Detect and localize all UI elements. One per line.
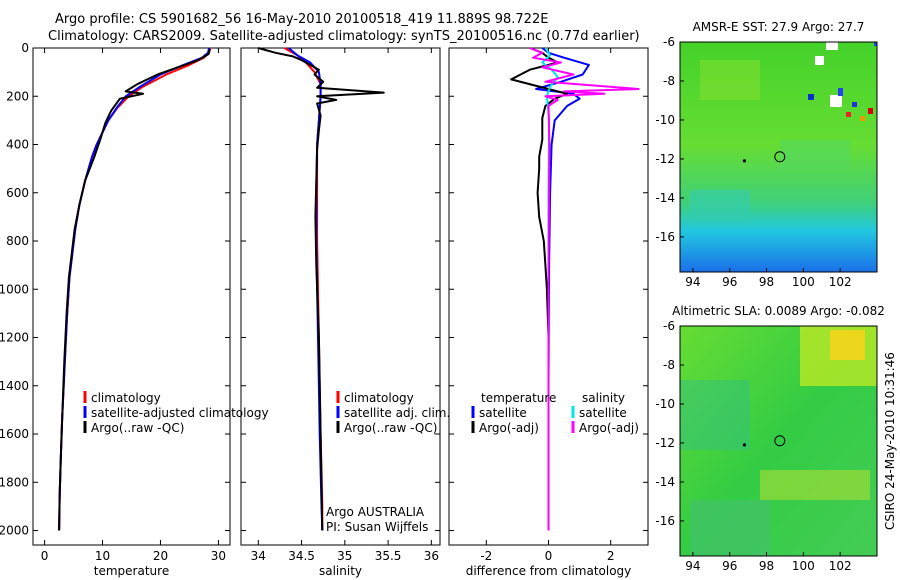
sla-ytick-label: -14 (655, 475, 675, 489)
annotation-label: PI: Susan Wijffels (326, 520, 428, 534)
figure-title-line1: Argo profile: CS 5901682_56 16-May-2010 … (55, 12, 549, 27)
sla-xtick-label: 102 (829, 559, 852, 573)
sst-ytick-label: -12 (655, 152, 675, 166)
legend-label: Argo(..raw -QC) (91, 421, 184, 435)
legend-label: satellite (579, 406, 627, 420)
sst-argo-marker (774, 151, 786, 163)
legend-label: Argo(..raw -QC) (344, 421, 437, 435)
sla-prev-marker (742, 443, 747, 447)
depth-tick-label: 1200 (0, 331, 29, 345)
sla-xtick-label: 96 (722, 559, 737, 573)
sla-ytick-label: -6 (663, 319, 675, 333)
depth-tick-label: 2000 (0, 524, 29, 538)
sst-ytick-label: -6 (663, 35, 675, 49)
temp-series-line (58, 47, 211, 531)
legend-label: satellite adj. clim. (344, 406, 450, 420)
legend-label: Argo(-adj) (579, 421, 639, 435)
sst-heatmap-image (680, 42, 877, 272)
sla-ytick-label: -12 (655, 436, 675, 450)
depth-tick-label: 1800 (0, 475, 29, 489)
diff-xlabel: difference from climatology (466, 564, 632, 578)
legend-label: climatology (91, 391, 161, 405)
sla-argo-marker (774, 435, 786, 447)
diff-series-line (535, 47, 590, 531)
legend-label: satellite (479, 406, 527, 420)
sla-title: Altimetric SLA: 0.0089 Argo: -0.082 (672, 304, 885, 318)
diff-xtick-label: 0 (545, 549, 553, 563)
sst-ytick-label: -14 (655, 191, 675, 205)
side-timestamp-label: CSIRO 24-May-2010 10:31:46 (883, 352, 897, 530)
temp-frame (32, 47, 231, 546)
depth-tick-label: 1400 (0, 379, 29, 393)
sst-ytick-label: -10 (655, 113, 675, 127)
sst-map: AMSR-E SST: 27.9 Argo: 27.7 94 96 98 100 102 -… (655, 20, 878, 289)
temp-series-line (58, 48, 211, 531)
sal-xtick-label: 35 (337, 549, 352, 563)
sla-map: Altimetric SLA: 0.0089 Argo: -0.082 94 96 9… (655, 304, 884, 573)
legend-label: climatology (344, 391, 414, 405)
figure-title-line2: Climatology: CARS2009. Satellite-adjuste… (48, 29, 640, 44)
sst-ytick-label: -8 (663, 74, 675, 88)
depth-tick-label: 600 (6, 186, 29, 200)
sal-series-line (258, 47, 385, 531)
legend-heading: salinity (582, 391, 625, 405)
sst-title: AMSR-E SST: 27.9 Argo: 27.7 (693, 20, 865, 34)
legend-label: satellite-adjusted climatology (91, 406, 269, 420)
sla-xtick-label: 94 (685, 559, 700, 573)
depth-tick-label: 200 (6, 89, 29, 103)
depth-tick-label: 1000 (0, 282, 29, 296)
diff-series-line (510, 47, 569, 531)
sla-ytick-label: -8 (663, 358, 675, 372)
sst-xtick-label: 96 (722, 275, 737, 289)
depth-tick-label: 400 (6, 138, 29, 152)
temp-xtick-label: 0 (41, 549, 49, 563)
sal-xtick-label: 36 (424, 549, 439, 563)
sal-frame (240, 47, 441, 546)
temp-xtick-label: 30 (211, 549, 226, 563)
sal-xtick-label: 34.5 (288, 549, 315, 563)
depth-tick-label: 800 (6, 234, 29, 248)
temp-xlabel: temperature (94, 564, 169, 578)
diff-xtick-label: 2 (607, 549, 615, 563)
sst-prev-marker (742, 159, 747, 163)
legend-heading: temperature (481, 391, 556, 405)
sal-xtick-label: 35.5 (375, 549, 402, 563)
salinity-chart: 34 34.5 35 35.5 36 salinity climatologysatelli… (240, 47, 450, 578)
sla-ytick-label: -16 (655, 514, 675, 528)
temp-series-line (58, 47, 212, 531)
sst-xtick-label: 102 (829, 275, 852, 289)
sla-ytick-label: -10 (655, 397, 675, 411)
sst-xtick-label: 100 (792, 275, 815, 289)
sst-frame (679, 41, 878, 273)
sla-xtick-label: 98 (759, 559, 774, 573)
sla-heatmap-image (680, 326, 877, 556)
diff-xtick-label: -2 (480, 549, 492, 563)
temp-xtick-label: 10 (95, 549, 110, 563)
sal-xtick-label: 34 (251, 549, 266, 563)
sst-ytick-label: -16 (655, 230, 675, 244)
depth-tick-label: 0 (21, 41, 29, 55)
depth-tick-label: 1600 (0, 427, 29, 441)
diff-series-line (529, 47, 640, 531)
sla-xtick-label: 100 (792, 559, 815, 573)
sal-xlabel: salinity (319, 564, 362, 578)
sst-xtick-label: 94 (685, 275, 700, 289)
sla-frame (679, 325, 878, 557)
temperature-chart: 0 10 20 30 temperature 0 200 400 600 800 1000 1200 1… (0, 41, 269, 578)
annotation-label: Argo AUSTRALIA (326, 505, 425, 519)
temp-xtick-label: 20 (153, 549, 168, 563)
legend-label: Argo(-adj) (479, 421, 539, 435)
sst-xtick-label: 98 (759, 275, 774, 289)
